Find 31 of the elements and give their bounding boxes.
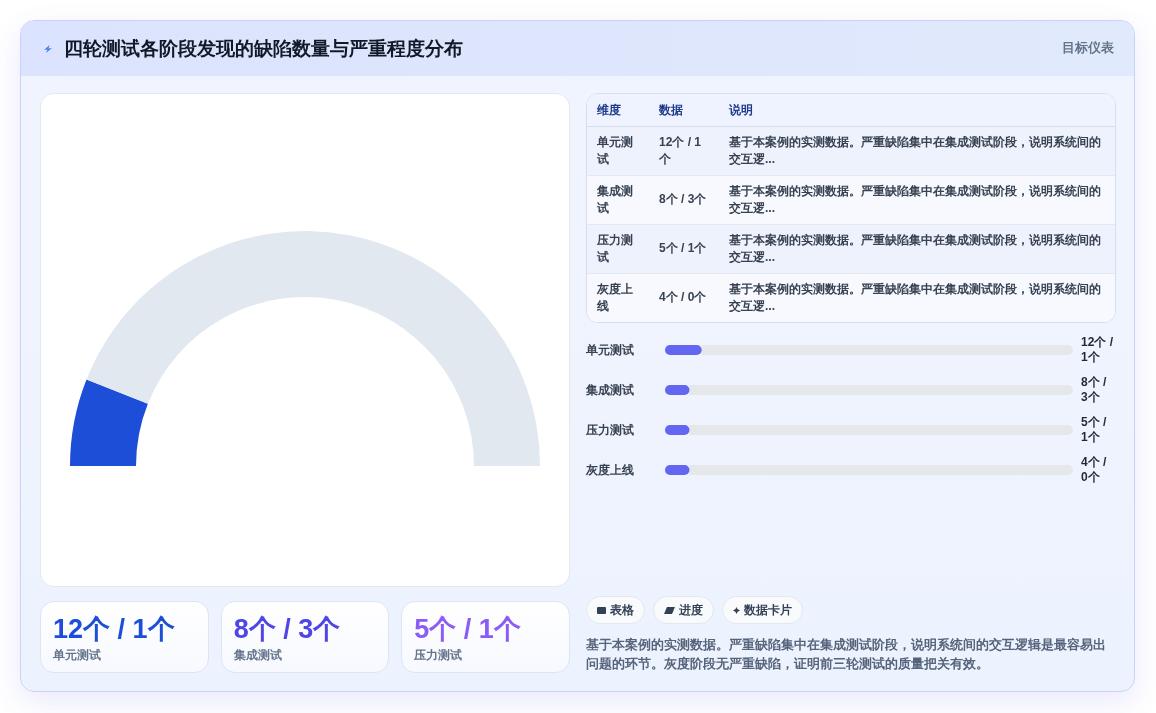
text: 基于本案例的实测数据。严重缺陷集中在集成测试阶段，说明系统间的交互逻...	[729, 184, 1101, 215]
text: 12个 / 1个	[53, 614, 175, 644]
category-label: 维度	[587, 94, 649, 126]
y-tick-label: 压力测试	[586, 422, 634, 438]
text: 目标仪表	[1062, 40, 1114, 57]
text: 8个 / 3个	[1081, 375, 1108, 405]
text: 基于本案例的实测数据。严重缺陷集中在集成测试阶段，说明系统间的交互逻...	[729, 135, 1101, 166]
text: 4个 / 0个	[1081, 455, 1108, 485]
y-tick-label: 单元测试	[586, 342, 634, 358]
text: 基于本案例的实测数据。严重缺陷集中在集成测试阶段，说明系统间的交互逻辑是最容易出问题的环节。灰度阶段无严重缺陷，证明前三轮测试的质量把关有效。	[586, 636, 1107, 673]
text: 基于本案例的实测数据。严重缺陷集中在集成测试阶段，说明系统间的交互逻...	[729, 233, 1101, 264]
y-tick-label: 灰度上线	[586, 462, 634, 478]
category-label: 说明	[719, 94, 1115, 126]
y-tick-label: 集成测试	[586, 382, 634, 398]
category-label: 进度	[679, 602, 703, 618]
text: 8个 / 3个	[659, 192, 707, 207]
category-label: 数据卡片	[744, 602, 792, 618]
text: 四轮测试各阶段发现的缺陷数量与严重程度分布	[64, 37, 463, 61]
text: 12个 / 1个	[1081, 335, 1114, 365]
category-label: 数据	[649, 94, 719, 126]
text: 基于本案例的实测数据。严重缺陷集中在集成测试阶段，说明系统间的交互逻...	[729, 282, 1101, 313]
text: 8个 / 3个	[233, 614, 341, 644]
text: 12个 / 1个	[659, 135, 702, 166]
text: 5个 / 1个	[659, 241, 707, 256]
category-label: 集成测试	[233, 647, 283, 663]
category-label: 表格	[610, 602, 634, 618]
text: 5个 / 1个	[1081, 415, 1108, 445]
text: 5个 / 1个	[414, 614, 521, 644]
category-label: 压力测试	[414, 647, 464, 663]
text: 4个 / 0个	[659, 290, 707, 305]
category-label: 单元测试	[53, 647, 102, 663]
